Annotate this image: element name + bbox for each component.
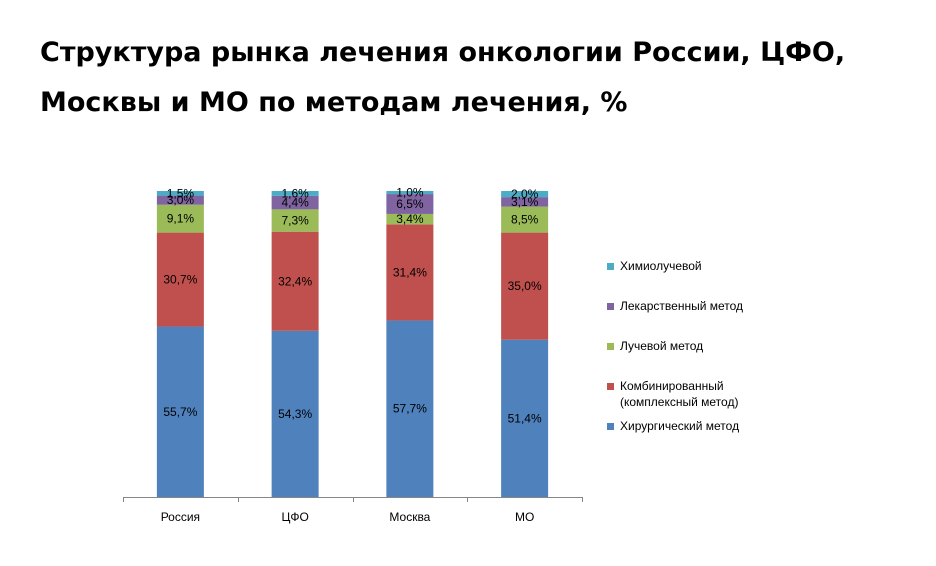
data-label: 1,5% xyxy=(167,186,195,200)
x-tick-label: Россия xyxy=(161,510,200,524)
bar-segment xyxy=(386,194,434,214)
data-label: 32,4% xyxy=(278,274,312,288)
data-label: 3,4% xyxy=(396,212,424,226)
data-label: 1,6% xyxy=(281,186,309,200)
data-label: 9,1% xyxy=(167,212,195,226)
bar-segment xyxy=(386,191,434,195)
bar-segment xyxy=(271,209,319,232)
bar-segment xyxy=(271,195,319,210)
data-label: 8,5% xyxy=(511,213,539,227)
data-label: 4,4% xyxy=(281,196,309,210)
bar-segment xyxy=(501,232,549,340)
bar-segment xyxy=(156,195,204,205)
legend-item: Лучевой метод xyxy=(607,338,703,354)
legend-label: Химиолучевой xyxy=(620,259,702,273)
bar-segment xyxy=(156,232,204,327)
x-tick-label: Москва xyxy=(389,510,430,524)
bar-segment xyxy=(156,191,204,196)
legend-item: Комбинированный (комплексный метод) xyxy=(607,378,738,410)
legend-label: Хирургический метод xyxy=(620,419,740,433)
data-label: 35,0% xyxy=(508,279,542,293)
data-label: 54,3% xyxy=(278,407,312,421)
legend-label: Лекарственный метод xyxy=(620,299,744,313)
bar-segment xyxy=(271,231,319,331)
legend-swatch xyxy=(607,303,614,310)
bar-segment xyxy=(386,320,434,497)
x-tick-label: МО xyxy=(515,510,534,524)
bar-segment xyxy=(386,224,434,321)
chart-title: Структура рынка лечения онкологии России… xyxy=(40,28,920,128)
legend-label: Комбинированный (комплексный метод) xyxy=(620,379,739,409)
legend-item: Хирургический метод xyxy=(607,418,739,434)
data-label: 7,3% xyxy=(281,214,309,228)
data-label: 6,5% xyxy=(396,197,424,211)
bar-segment xyxy=(156,326,204,497)
legend-swatch xyxy=(607,343,614,350)
data-label: 2,0% xyxy=(511,187,539,201)
legend-label: Лучевой метод xyxy=(620,339,704,353)
bar-segment xyxy=(386,213,434,225)
title-line-2: Москвы и МО по методам лечения, % xyxy=(40,87,628,118)
bar-segment xyxy=(501,339,549,497)
data-label: 30,7% xyxy=(163,273,197,287)
bar-segment xyxy=(271,330,319,497)
title-line-1: Структура рынка лечения онкологии России… xyxy=(40,37,846,68)
bar-segment xyxy=(271,191,319,196)
bar-segment xyxy=(501,197,549,207)
bar-segment xyxy=(501,206,549,233)
legend-swatch xyxy=(607,263,614,270)
bar-segment xyxy=(156,204,204,233)
data-label: 1,0% xyxy=(396,186,424,200)
data-label: 51,4% xyxy=(508,411,542,425)
data-label: 55,7% xyxy=(163,405,197,419)
data-label: 57,7% xyxy=(393,402,427,416)
legend-swatch xyxy=(607,423,614,430)
legend-item: Лекарственный метод xyxy=(607,298,743,314)
data-label: 3,1% xyxy=(511,195,539,209)
legend-swatch xyxy=(607,383,614,390)
legend-item: Химиолучевой xyxy=(607,258,702,274)
x-tick-label: ЦФО xyxy=(281,510,308,524)
data-label: 31,4% xyxy=(393,265,427,279)
bar-segment xyxy=(501,191,549,198)
data-label: 3,0% xyxy=(167,193,195,207)
